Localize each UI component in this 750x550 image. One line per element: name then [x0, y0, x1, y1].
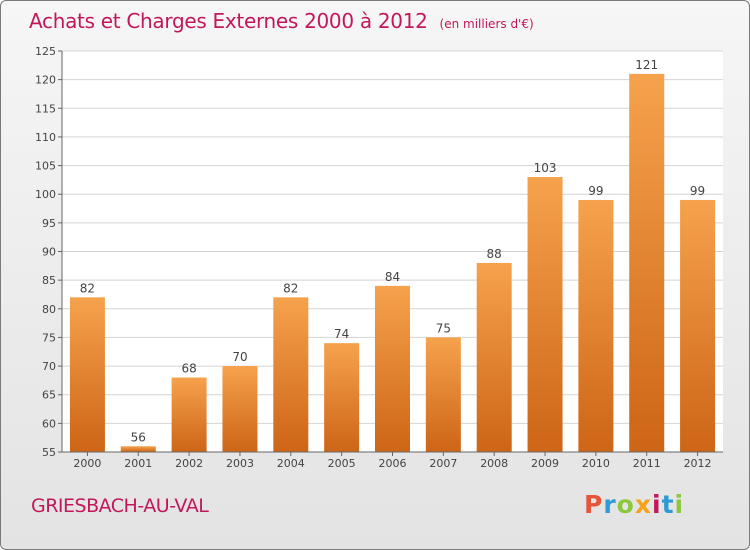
- bar: [222, 366, 258, 452]
- bar: [680, 199, 716, 452]
- axis-layer: 55 60 65 70 75 80 85 90 95 100 105 110 115 120 125 2000…: [35, 45, 723, 470]
- bar-value-label: 68: [181, 362, 196, 376]
- y-tick-label: 65: [42, 389, 56, 402]
- bar: [324, 343, 360, 452]
- bar-layer: 82 56 68 70 82 74 84 75 88 103 99 121 99: [69, 58, 716, 453]
- logo-letter: r: [603, 490, 617, 519]
- logo-letter: P: [584, 490, 604, 519]
- y-tick-label: 90: [42, 246, 56, 259]
- bar-value-label: 84: [385, 270, 400, 284]
- bar-value-label: 99: [690, 184, 705, 198]
- y-tick-label: 110: [35, 131, 56, 144]
- chart-subtitle: (en milliers d'€): [439, 17, 534, 31]
- bar: [527, 177, 563, 452]
- x-tick-label: 2009: [531, 457, 559, 470]
- logo-letter: x: [634, 490, 652, 519]
- x-tick-label: 2004: [277, 457, 305, 470]
- y-tick-label: 115: [35, 102, 56, 115]
- y-tick-label: 105: [35, 160, 56, 173]
- bar-value-label: 75: [436, 321, 451, 335]
- y-tick-label: 70: [42, 360, 56, 373]
- logo-letter: t: [661, 490, 675, 519]
- logo-letter: i: [674, 490, 685, 519]
- y-tick-label: 75: [42, 331, 56, 344]
- y-tick-label: 55: [42, 446, 56, 459]
- bar: [171, 377, 207, 452]
- y-tick-label: 80: [42, 303, 56, 316]
- bar-value-label: 74: [334, 327, 349, 341]
- y-tick-label: 60: [42, 417, 56, 430]
- title-text: Achats et Charges Externes 2000 à 2012: [29, 9, 428, 33]
- bar: [425, 337, 461, 452]
- x-tick-label: 2010: [582, 457, 610, 470]
- y-tick-label: 85: [42, 274, 56, 287]
- logo-letter: o: [616, 490, 635, 519]
- y-tick-label: 95: [42, 217, 56, 230]
- bar-value-label: 103: [534, 161, 557, 175]
- bar: [578, 199, 614, 452]
- x-tick-label: 2008: [480, 457, 508, 470]
- location-label: GRIESBACH-AU-VAL: [31, 495, 209, 517]
- y-tick-label: 120: [35, 74, 56, 87]
- bar: [629, 73, 665, 453]
- proxiti-logo: Proxiti: [584, 490, 684, 519]
- bar-value-label: 88: [487, 247, 502, 261]
- chart-title: Achats et Charges Externes 2000 à 2012 (e…: [29, 9, 534, 33]
- x-tick-label: 2012: [684, 457, 712, 470]
- x-tick-label: 2005: [328, 457, 356, 470]
- x-tick-label: 2003: [226, 457, 254, 470]
- bar: [69, 297, 105, 452]
- x-tick-label: 2000: [73, 457, 101, 470]
- bar: [375, 285, 410, 452]
- x-tick-label: 2002: [175, 457, 203, 470]
- bar: [273, 297, 309, 452]
- bar-value-label: 99: [588, 184, 603, 198]
- y-tick-label: 100: [35, 188, 56, 201]
- bar-value-label: 56: [131, 430, 146, 444]
- x-tick-label: 2006: [379, 457, 407, 470]
- bar: [476, 262, 512, 452]
- x-tick-label: 2007: [429, 457, 457, 470]
- bar-value-label: 82: [283, 281, 298, 295]
- x-tick-label: 2001: [124, 457, 152, 470]
- bar: [120, 446, 156, 452]
- logo-letter: i: [652, 490, 662, 519]
- bar-value-label: 82: [80, 281, 95, 295]
- x-tick-label: 2011: [633, 457, 661, 470]
- y-tick-label: 125: [35, 45, 56, 58]
- bar-value-label: 121: [635, 58, 658, 72]
- bar-value-label: 70: [232, 350, 247, 364]
